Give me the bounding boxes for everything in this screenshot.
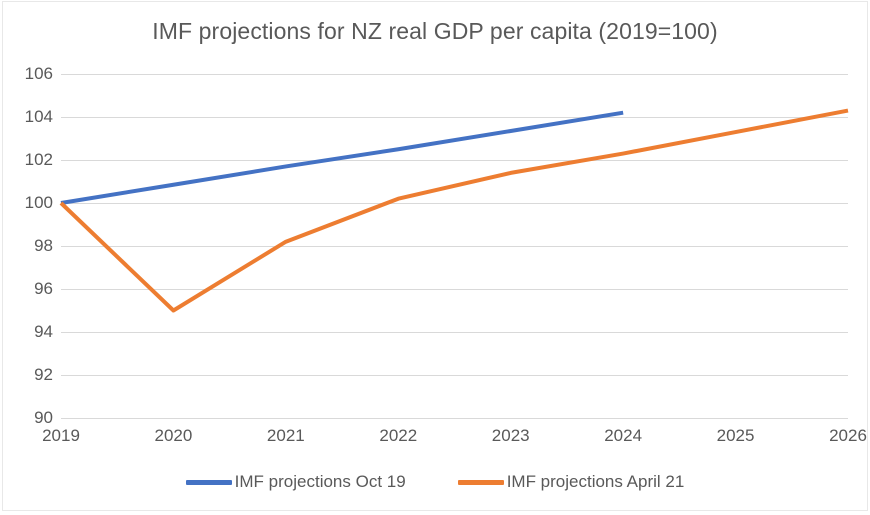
y-axis-tick-label: 92	[34, 365, 53, 384]
x-axis-tick-label: 2022	[379, 426, 418, 445]
y-axis-tick-label: 106	[24, 64, 53, 83]
x-axis: 2019 2020 2021 2022 2023 2024 2025 2026	[42, 426, 867, 452]
gridline	[61, 74, 848, 75]
legend-swatch-icon	[457, 479, 504, 485]
gridline	[61, 246, 848, 247]
x-axis-tick-label: 2023	[491, 426, 530, 445]
y-axis-tick-label: 94	[34, 322, 53, 341]
chart-lines	[59, 108, 849, 313]
gridline	[61, 289, 848, 290]
legend-item[interactable]: IMF projections April 21	[457, 472, 685, 492]
gridline	[61, 375, 848, 376]
gridline	[61, 332, 848, 333]
gridline	[61, 203, 848, 204]
x-axis-tick-label: 2024	[604, 426, 643, 445]
y-axis-tick-label: 96	[34, 279, 53, 298]
chart-legend: IMF projections Oct 19 IMF projections Ap…	[3, 472, 867, 492]
x-axis-tick-label: 2020	[154, 426, 193, 445]
series-line	[60, 110, 624, 205]
series-line	[59, 108, 849, 313]
y-axis: 106 104 102 100 98 96 94 92 90	[3, 64, 53, 427]
legend-item[interactable]: IMF projections Oct 19	[185, 472, 406, 492]
y-axis-tick-label: 90	[34, 408, 53, 427]
legend-label: IMF projections April 21	[506, 472, 685, 491]
y-axis-tick-label: 102	[24, 150, 53, 169]
legend-label: IMF projections Oct 19	[234, 472, 406, 491]
y-axis-tick-label: 100	[24, 193, 53, 212]
x-axis-tick-label: 2026	[829, 426, 867, 445]
chart-title: IMF projections for NZ real GDP per capi…	[152, 18, 718, 44]
gridline	[61, 117, 848, 118]
x-axis-tick-label: 2019	[42, 426, 80, 445]
gridline	[61, 418, 848, 419]
gridline	[61, 160, 848, 161]
plot-area	[59, 74, 849, 419]
x-axis-tick-label: 2021	[266, 426, 305, 445]
x-axis-tick-label: 2025	[716, 426, 755, 445]
legend-swatch-icon	[185, 479, 232, 485]
y-axis-tick-label: 98	[34, 236, 53, 255]
y-axis-tick-label: 104	[24, 107, 53, 126]
